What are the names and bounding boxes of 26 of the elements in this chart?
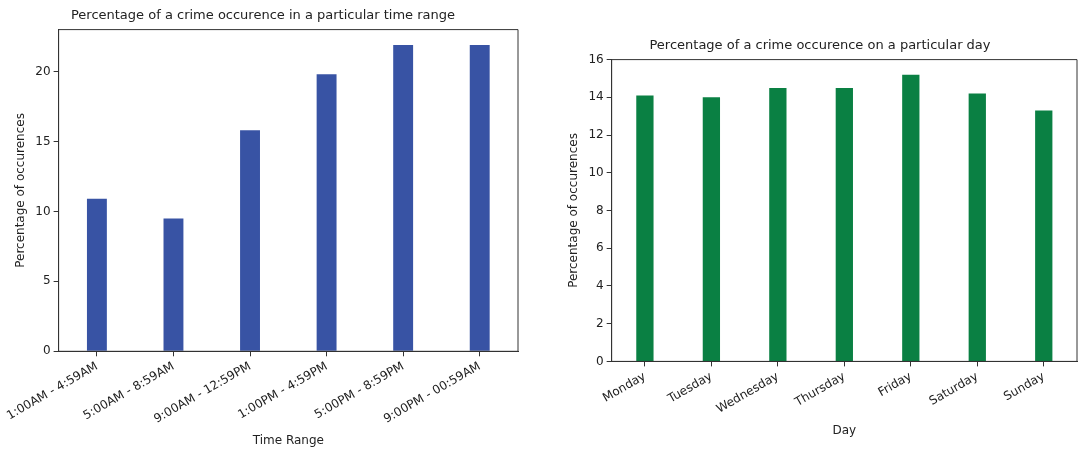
y-tick-label: 0 xyxy=(596,353,604,368)
bar xyxy=(240,130,260,351)
y-tick-label: 14 xyxy=(588,89,604,104)
y-tick-label: 8 xyxy=(596,202,604,217)
x-axis-title: Day xyxy=(832,422,857,437)
y-tick-label: 0 xyxy=(42,343,51,358)
y-tick-label: 10 xyxy=(35,203,51,218)
bar xyxy=(393,44,414,351)
x-axis-title: Time Range xyxy=(251,432,324,447)
y-tick-label: 4 xyxy=(596,278,604,293)
y-axis-title: Percentage of occurences xyxy=(13,113,28,268)
chart-title: Percentage of a crime occurence in a particular time range xyxy=(70,7,456,23)
bar xyxy=(86,198,107,351)
y-tick-label: 6 xyxy=(596,240,604,255)
bar xyxy=(163,218,184,351)
chart-title: Percentage of a crime occurence on a particular day xyxy=(649,37,991,53)
y-axis-title: Percentage of occurences xyxy=(566,133,581,288)
y-tick-label: 12 xyxy=(588,127,604,142)
y-tick-label: 16 xyxy=(588,51,604,66)
bar xyxy=(469,44,490,351)
y-tick-label: 2 xyxy=(596,315,604,330)
y-tick-label: 5 xyxy=(42,273,51,288)
y-tick-label: 20 xyxy=(35,63,51,78)
y-tick-label: 10 xyxy=(588,164,604,179)
y-tick-label: 15 xyxy=(35,133,51,148)
bar xyxy=(316,74,337,351)
